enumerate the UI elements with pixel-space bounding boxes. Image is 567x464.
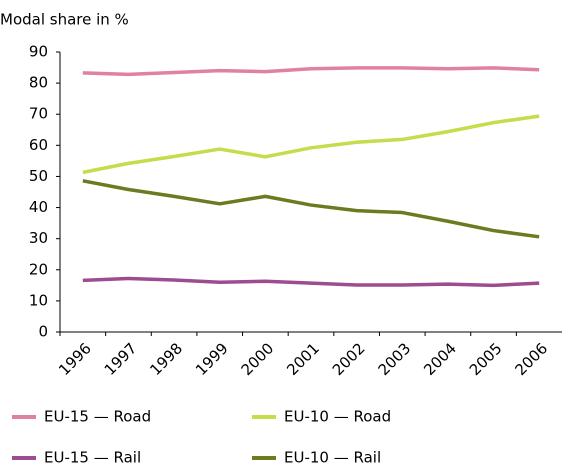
x-tick-label: 2006 xyxy=(511,339,551,379)
y-tick-label: 50 xyxy=(29,167,48,185)
chart-title: Modal share in % xyxy=(0,11,129,29)
x-tick-label: 1998 xyxy=(146,339,186,379)
x-tick-label: 2005 xyxy=(466,339,506,379)
x-tick-label: 2002 xyxy=(329,339,369,379)
x-tick-label: 1999 xyxy=(192,339,232,379)
y-tick-label: 40 xyxy=(29,198,48,216)
y-tick-label: 10 xyxy=(29,291,48,309)
series-line xyxy=(82,66,540,77)
series-line xyxy=(82,179,540,239)
y-tick-label: 90 xyxy=(29,43,48,61)
y-tick-label: 80 xyxy=(29,74,48,92)
series-line xyxy=(82,114,540,175)
y-tick-label: 30 xyxy=(29,229,48,247)
x-tick-label: 2004 xyxy=(420,339,460,379)
y-tick-label: 60 xyxy=(29,136,48,154)
x-tick-label: 1997 xyxy=(101,339,141,379)
legend-label: EU-10 — Rail xyxy=(284,449,381,464)
x-tick-label: 2000 xyxy=(238,339,278,379)
legend-label: EU-10 — Road xyxy=(284,408,391,426)
y-tick-label: 0 xyxy=(38,323,48,341)
x-tick-label: 1996 xyxy=(55,339,95,379)
legend-label: EU-15 — Road xyxy=(44,408,151,426)
series-line xyxy=(82,276,540,288)
x-tick-label: 2003 xyxy=(375,339,415,379)
legend-label: EU-15 — Rail xyxy=(44,449,141,464)
x-tick-label: 2001 xyxy=(283,339,323,379)
y-tick-label: 70 xyxy=(29,105,48,123)
y-tick-label: 20 xyxy=(29,260,48,278)
